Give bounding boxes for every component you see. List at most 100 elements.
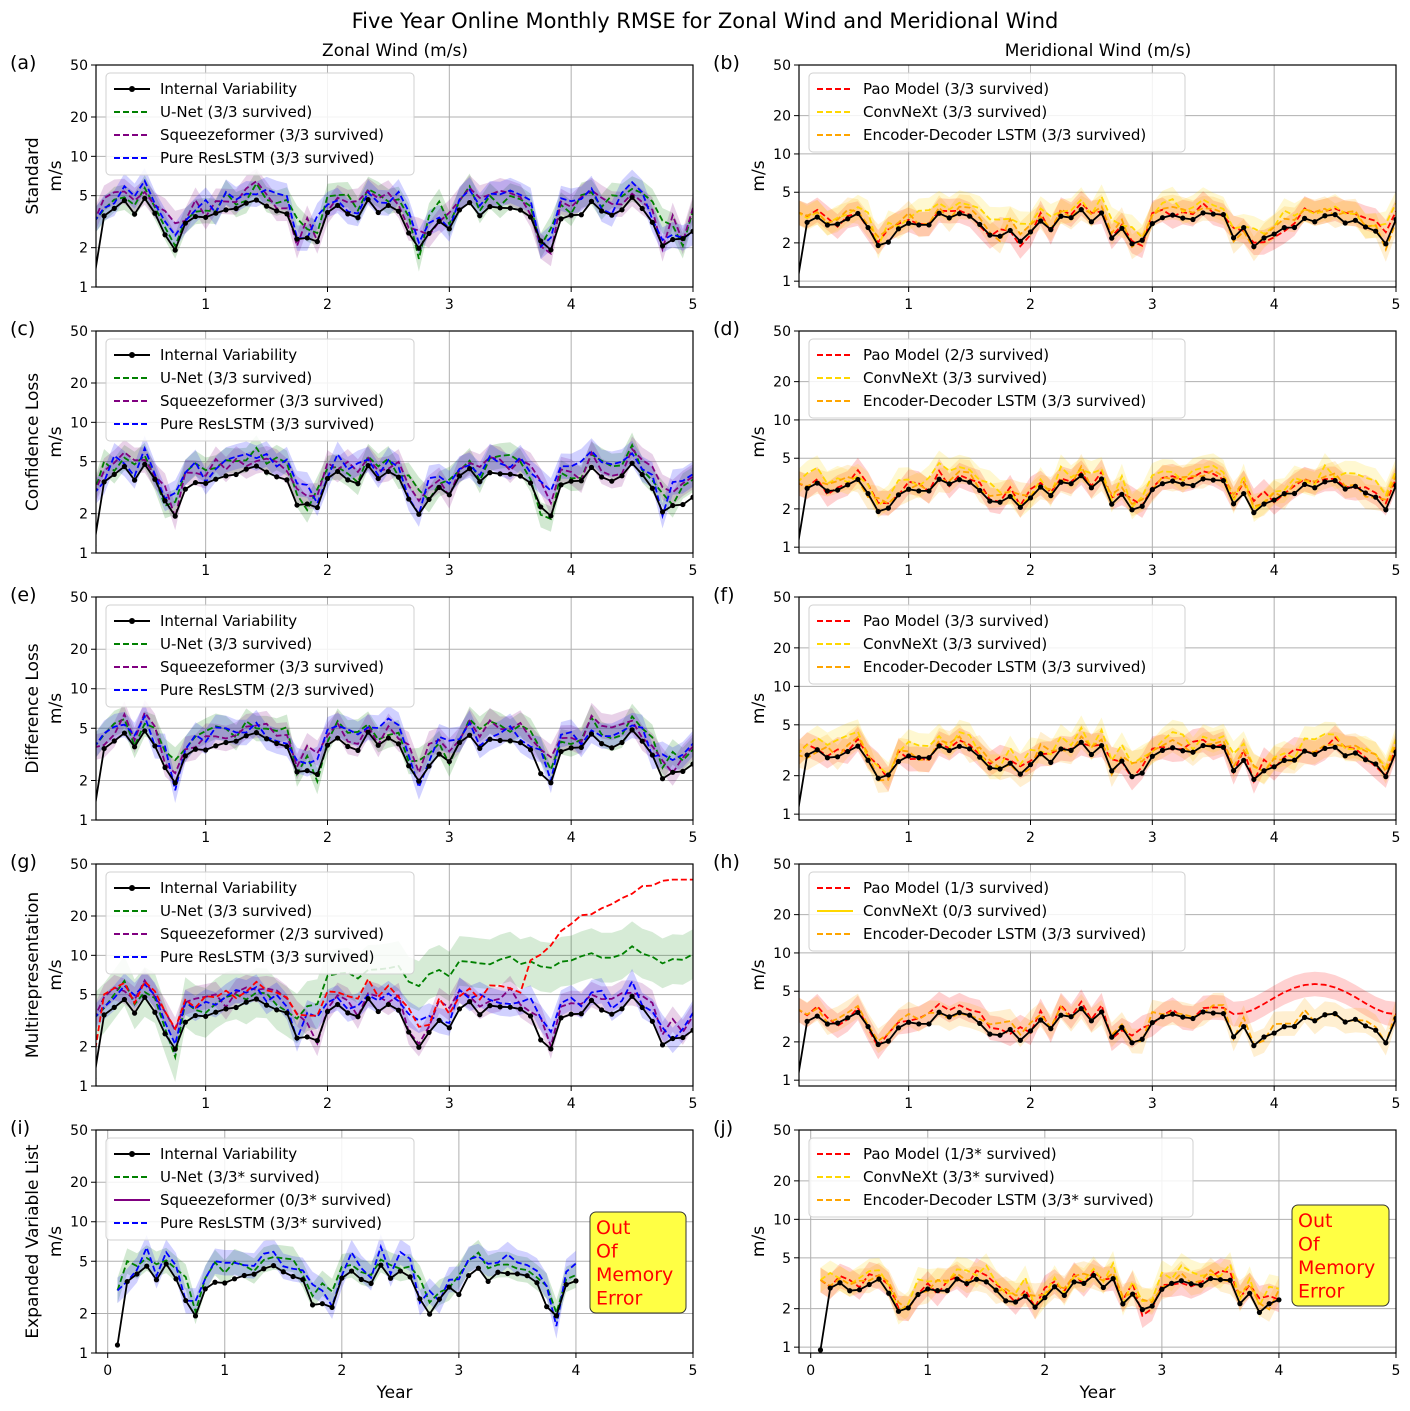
internal-marker xyxy=(397,1268,403,1274)
internal-marker xyxy=(1208,1275,1214,1282)
y-axis-label: m/s xyxy=(46,959,66,990)
internal-marker xyxy=(1352,483,1358,489)
internal-marker xyxy=(1266,1301,1272,1307)
uncertainty-band xyxy=(799,454,1396,519)
legend-box xyxy=(808,604,1186,685)
internal-marker xyxy=(1200,742,1206,749)
internal-marker xyxy=(548,247,554,253)
internal-marker xyxy=(375,209,381,216)
uncertainty-band xyxy=(799,992,1396,1058)
legend-box xyxy=(808,1137,1194,1218)
internal-marker xyxy=(1149,753,1155,759)
internal-marker xyxy=(1003,1298,1009,1304)
internal-marker xyxy=(866,1281,872,1288)
internal-marker xyxy=(1312,219,1318,225)
y-tick-label: 1 xyxy=(79,813,88,829)
legend-label: Internal Variability xyxy=(160,1145,297,1163)
internal-marker xyxy=(284,477,290,483)
internal-marker xyxy=(983,1279,989,1285)
x-tick-label: 5 xyxy=(1392,297,1401,313)
x-tick-label: 1 xyxy=(923,1363,932,1379)
internal-marker xyxy=(1100,1284,1106,1291)
internal-marker xyxy=(427,1311,433,1317)
internal-marker xyxy=(477,479,483,485)
internal-marker xyxy=(1210,1010,1216,1016)
y-tick-label: 50 xyxy=(70,1123,88,1139)
internal-marker xyxy=(407,1274,413,1280)
internal-marker xyxy=(436,484,442,490)
internal-marker xyxy=(936,210,942,216)
legend-box xyxy=(105,1137,415,1241)
internal-marker xyxy=(223,207,229,213)
x-tick-label: 5 xyxy=(1392,1096,1401,1112)
uncertainty-band xyxy=(96,432,693,532)
out-of-memory-line: Memory xyxy=(596,1264,673,1286)
y-tick-label: 5 xyxy=(782,1251,791,1267)
internal-marker xyxy=(406,763,412,769)
uncertainty-band xyxy=(799,184,1396,259)
internal-marker xyxy=(162,232,168,238)
internal-marker xyxy=(814,747,820,753)
internal-marker xyxy=(1393,216,1396,222)
internal-marker xyxy=(1058,1012,1064,1018)
internal-marker xyxy=(1271,764,1277,770)
internal-marker xyxy=(114,1342,121,1348)
y-tick-label: 20 xyxy=(70,376,88,392)
internal-marker xyxy=(1200,210,1206,216)
x-tick-label: 3 xyxy=(1148,563,1157,579)
internal-marker xyxy=(588,198,595,204)
y-tick-label: 10 xyxy=(70,149,88,165)
y-tick-label: 10 xyxy=(70,1215,88,1231)
internal-marker xyxy=(263,1002,270,1008)
internal-marker xyxy=(629,993,635,999)
internal-marker xyxy=(1230,501,1237,507)
internal-marker xyxy=(1139,1307,1145,1313)
internal-marker xyxy=(335,468,341,475)
internal-marker xyxy=(142,195,148,201)
internal-marker xyxy=(973,1276,980,1282)
internal-marker xyxy=(629,727,635,733)
y-axis-label: m/s xyxy=(46,160,66,191)
out-of-memory-line: Error xyxy=(596,1288,643,1310)
internal-marker xyxy=(1170,745,1176,751)
internal-marker xyxy=(599,474,605,480)
internal-marker xyxy=(111,205,117,211)
internal-marker xyxy=(1322,213,1328,219)
uncertainty-band xyxy=(96,171,693,272)
internal-marker xyxy=(936,743,942,749)
row-label: Expanded Variable List xyxy=(23,1144,43,1339)
internal-marker xyxy=(213,210,219,216)
y-tick-label: 20 xyxy=(773,641,791,657)
internal-marker xyxy=(378,1262,384,1268)
out-of-memory-text: Out Of Memory Error xyxy=(1298,1210,1375,1303)
internal-marker xyxy=(497,737,503,744)
panel-i: (i)Expanded Variable List m/s0 1 2 3 4 5125102… xyxy=(10,1117,697,1403)
internal-marker xyxy=(111,1004,117,1010)
x-tick-label: 1 xyxy=(201,563,210,579)
internal-marker xyxy=(1081,1280,1087,1286)
internal-marker xyxy=(925,1286,931,1292)
internal-marker xyxy=(875,242,881,249)
out-of-memory-box xyxy=(1291,1204,1390,1307)
internal-marker xyxy=(1276,1297,1282,1303)
internal-marker xyxy=(222,1280,228,1286)
internal-marker xyxy=(1068,481,1074,487)
legend-label: Pure ResLSTM (3/3 survived) xyxy=(160,948,374,966)
y-tick-label: 10 xyxy=(70,415,88,431)
internal-marker xyxy=(936,1009,942,1015)
internal-marker xyxy=(101,1012,107,1018)
legend-box xyxy=(808,871,1186,952)
x-tick-label: 1 xyxy=(904,830,913,846)
internal-marker xyxy=(192,479,199,486)
internal-marker xyxy=(1129,1040,1135,1046)
plot-area xyxy=(96,699,693,814)
internal-marker xyxy=(324,1008,331,1015)
series-line-unet xyxy=(96,181,693,260)
internal-marker xyxy=(335,735,341,741)
internal-marker xyxy=(1393,482,1396,488)
internal-marker xyxy=(1200,1009,1206,1015)
internal-marker xyxy=(182,486,188,492)
internal-marker xyxy=(475,1265,481,1271)
x-tick-label: 4 xyxy=(567,297,576,313)
internal-marker xyxy=(834,1020,841,1026)
